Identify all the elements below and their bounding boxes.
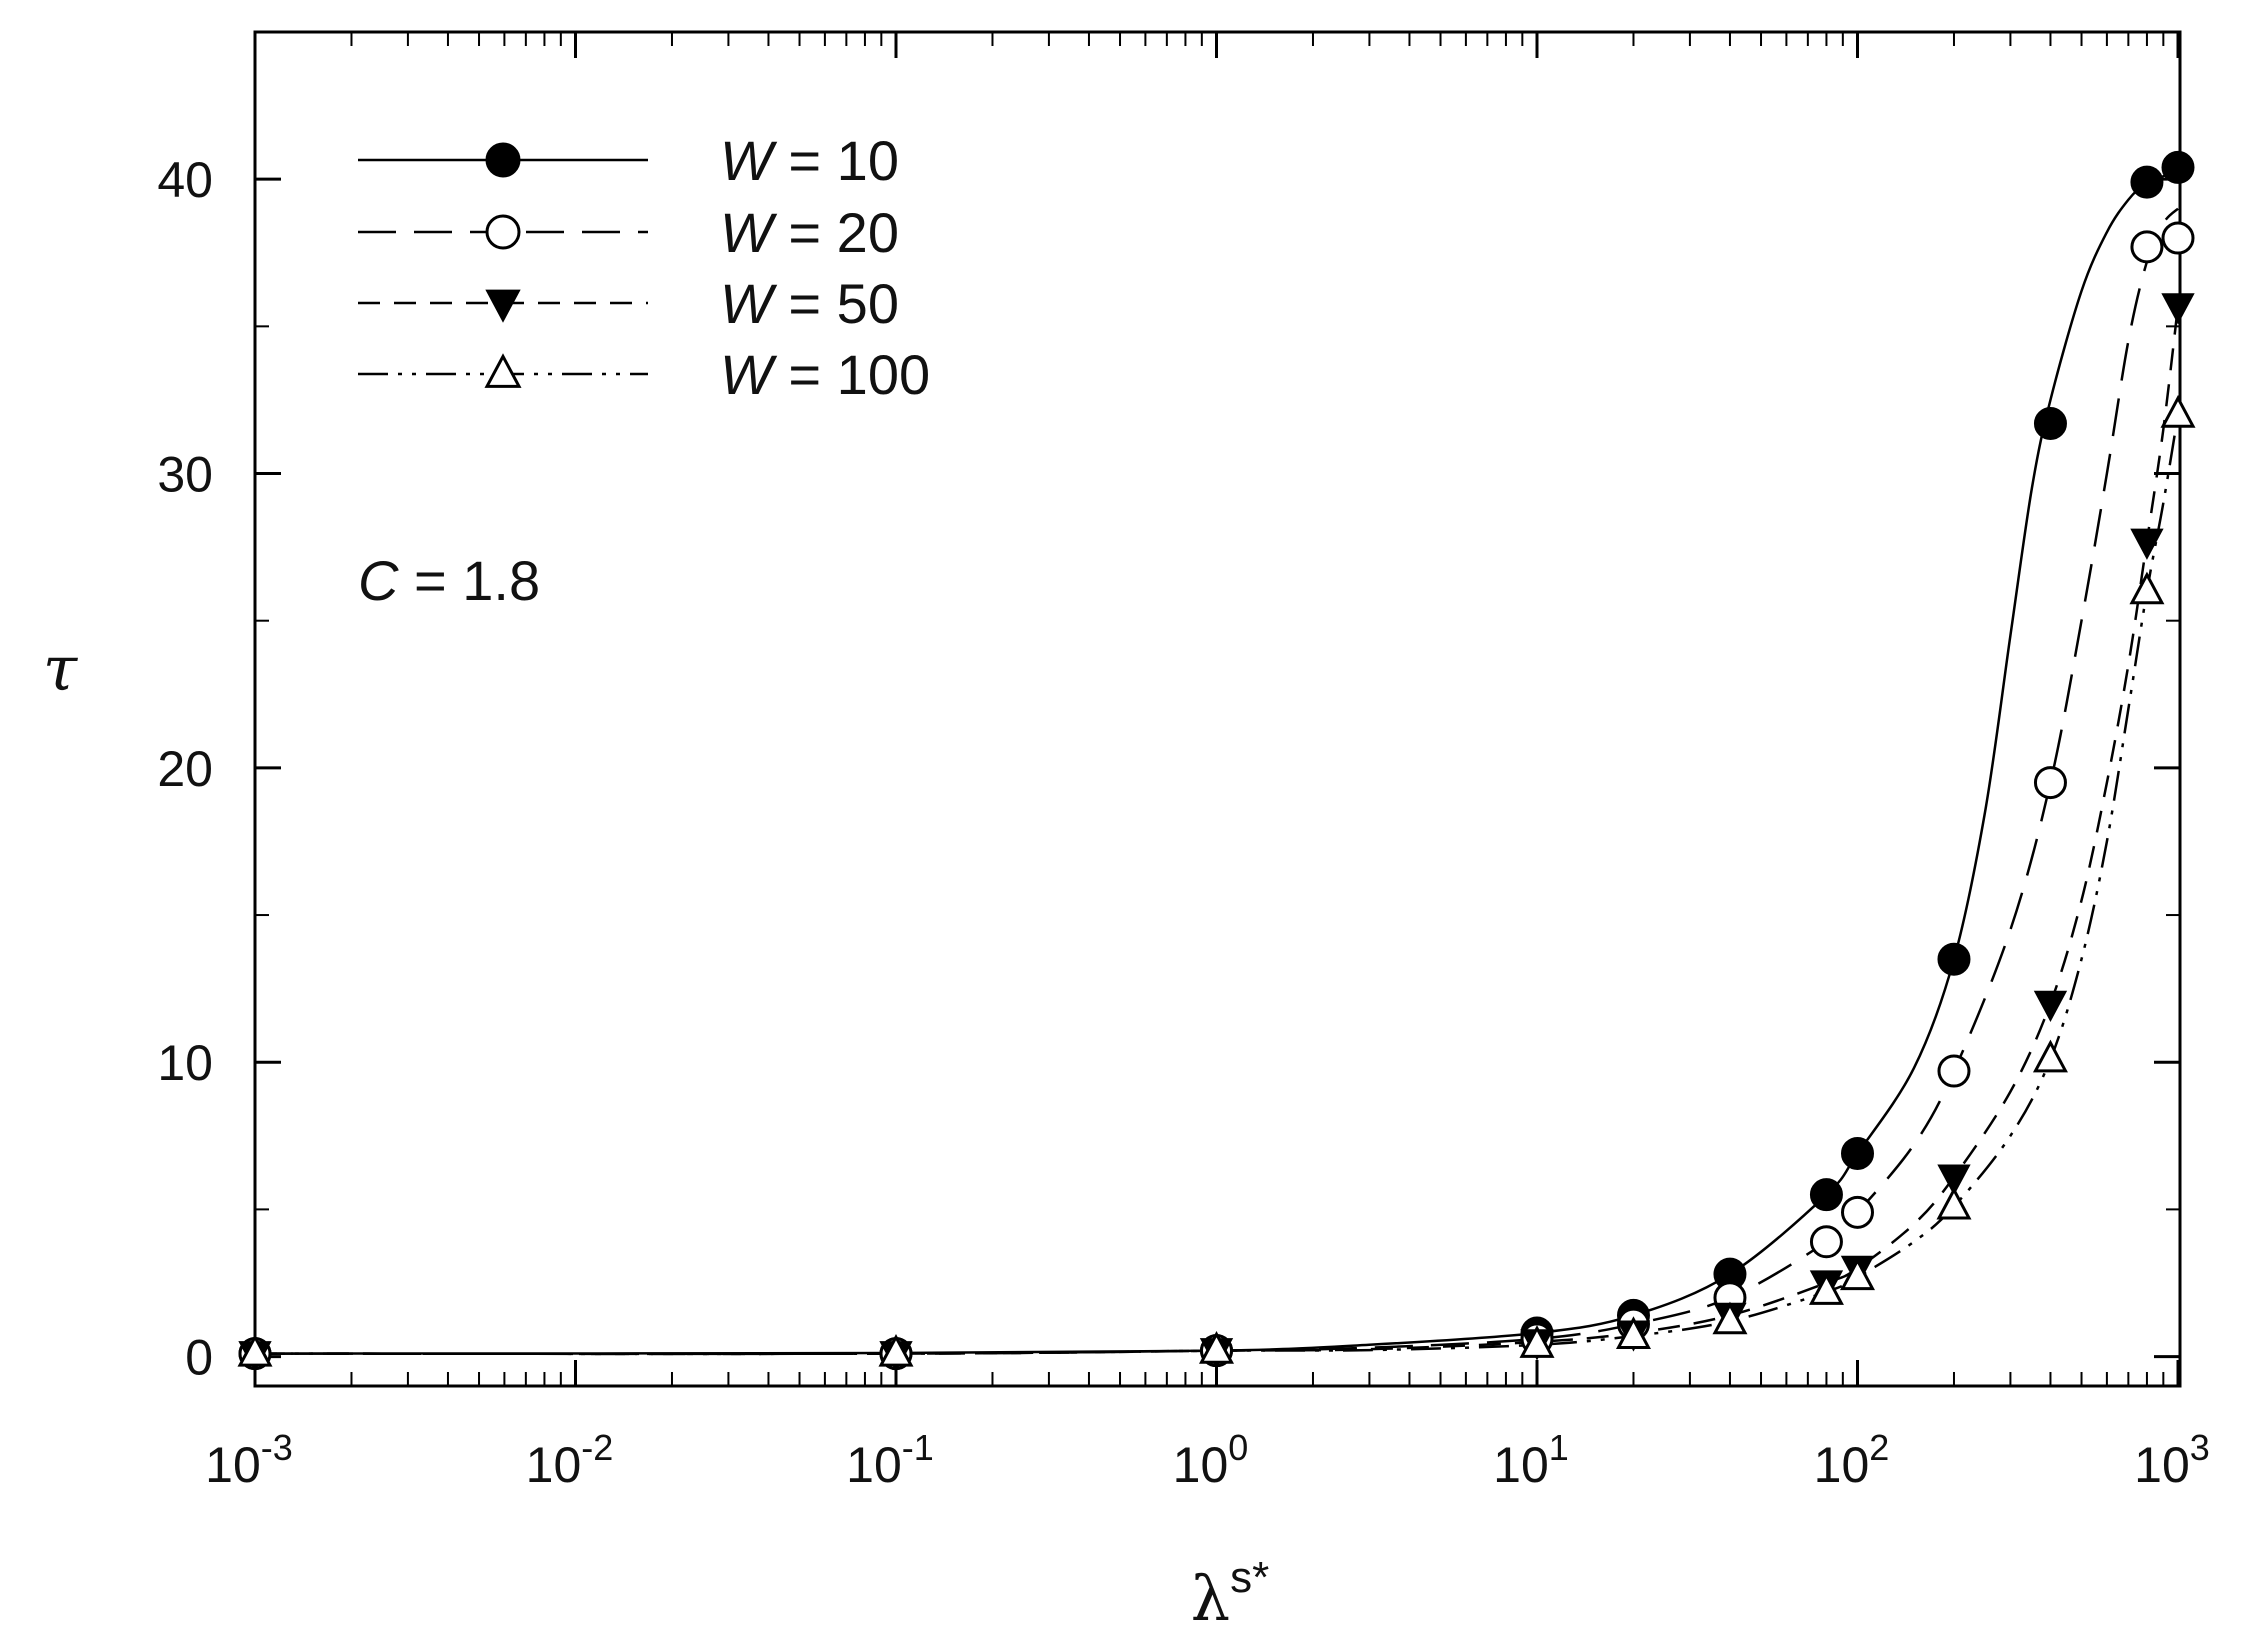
ticks: 10-3 10-2 10-1 100 101 102 103 0 10 20 30 40: [157, 31, 2210, 1493]
y-axis-title: τ: [43, 632, 79, 705]
data-point-2: [2033, 766, 2067, 800]
annotation-c: C = 1.8: [358, 549, 540, 612]
data-point-2: [2161, 221, 2195, 255]
data-point-2: [2130, 230, 2164, 264]
x-tick-label: 102: [1814, 1427, 1890, 1493]
x-tick-label: 10-1: [846, 1427, 934, 1493]
series-markers: [237, 150, 2196, 1373]
axis-labels: C = 1.8 λs* τ: [43, 549, 1269, 1635]
legend-label-3: W = 50: [720, 272, 899, 335]
legend-label-2: W = 20: [720, 201, 899, 264]
data-point-1: [2130, 165, 2164, 199]
data-point-4: [237, 1333, 273, 1367]
series-line-4: [254, 414, 2180, 1356]
data-point-4: [878, 1333, 914, 1367]
data-point-1: [2033, 406, 2067, 440]
legend-marker-3: [485, 289, 521, 323]
data-point-4: [1936, 1186, 1972, 1220]
data-point-4: [1808, 1272, 1844, 1305]
legend-marker-2: [485, 214, 521, 250]
x-tick-label: 101: [1493, 1427, 1569, 1493]
y-tick-label: 10: [157, 1035, 213, 1091]
data-point-1: [2161, 150, 2195, 184]
data-point-4: [1519, 1325, 1555, 1358]
data-point-2: [1937, 1054, 1971, 1088]
data-point-4: [2160, 394, 2196, 428]
y-tick-label: 20: [157, 741, 213, 797]
data-point-3: [1937, 1164, 1971, 1196]
x-tick-label: 10-3: [205, 1427, 293, 1493]
data-point-3: [2130, 528, 2164, 560]
data-point-4: [1712, 1301, 1748, 1335]
data-point-1: [1841, 1136, 1874, 1170]
series-line-2: [254, 207, 2179, 1356]
series-line-3: [254, 305, 2180, 1356]
data-point-2: [1809, 1225, 1843, 1259]
data-point-3: [2161, 293, 2195, 325]
legend-marker-1: [485, 142, 521, 178]
data-point-4: [1615, 1316, 1651, 1350]
data-point-1: [1937, 942, 1971, 976]
x-axis-title: λs*: [1191, 1553, 1269, 1635]
plot-frame: [253, 30, 2182, 1388]
legend-label-1: W = 10: [720, 129, 899, 192]
y-tick-label: 40: [157, 152, 213, 208]
y-tick-label: 30: [157, 447, 213, 503]
data-point-4: [1198, 1330, 1235, 1364]
legend-label-4: W = 100: [720, 343, 930, 406]
x-tick-label: 103: [2134, 1427, 2210, 1493]
data-point-2: [1841, 1195, 1874, 1229]
series-curves: [254, 166, 2180, 1356]
x-tick-label: 100: [1173, 1427, 1249, 1493]
data-point-4: [2129, 571, 2165, 605]
legend: W = 10 W = 20 W = 50 W = 100: [358, 129, 930, 406]
data-point-4: [2032, 1039, 2068, 1073]
x-tick-label: 10-2: [526, 1427, 614, 1493]
y-tick-label: 0: [185, 1330, 213, 1386]
data-point-3: [2033, 990, 2068, 1022]
data-point-1: [1809, 1178, 1843, 1212]
legend-marker-4: [484, 353, 522, 388]
data-point-4: [1839, 1257, 1876, 1291]
